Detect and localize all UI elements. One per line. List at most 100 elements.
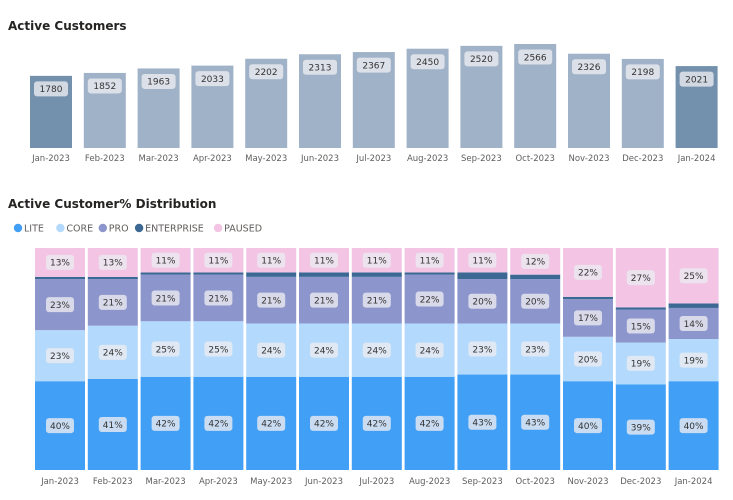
data-label-core-Jan-2024-bg bbox=[679, 352, 708, 368]
data-label-lite-Dec-2023: 39% bbox=[631, 423, 651, 433]
x-tick-Oct-2023: Oct-2023 bbox=[515, 477, 554, 487]
x-tick-Feb-2023: Feb-2023 bbox=[85, 154, 125, 164]
data-label-core-Sep-2023: 23% bbox=[472, 345, 492, 355]
data-label-lite-Feb-2023-bg bbox=[98, 416, 127, 432]
data-label-paused-Mar-2023: 11% bbox=[156, 257, 176, 267]
data-label-core-Jan-2024: 19% bbox=[684, 356, 704, 366]
data-label-Mar-2023: 1963 bbox=[147, 78, 170, 88]
data-label-pro-Feb-2023: 21% bbox=[103, 299, 123, 309]
data-label-lite-Nov-2023: 40% bbox=[578, 422, 598, 432]
x-tick-Jan-2024: Jan-2024 bbox=[674, 477, 713, 487]
data-label-core-Nov-2023: 20% bbox=[578, 355, 598, 365]
stack-Aug-2023: 42% 24% 22% 11% bbox=[404, 248, 455, 470]
data-label-paused-Oct-2023: 12% bbox=[525, 258, 545, 268]
segment-enterprise-Jul-2023 bbox=[351, 272, 402, 277]
data-label-paused-Feb-2023-bg bbox=[98, 254, 127, 270]
data-label-pro-Jul-2023-bg bbox=[362, 292, 391, 308]
segment-enterprise-Feb-2023 bbox=[87, 276, 138, 280]
data-label-lite-May-2023-bg bbox=[257, 415, 286, 431]
data-label-paused-Jan-2024: 25% bbox=[684, 272, 704, 282]
data-label-pro-Oct-2023-bg bbox=[521, 293, 550, 309]
data-label-lite-Mar-2023-bg bbox=[151, 415, 180, 431]
data-label-pro-Oct-2023: 20% bbox=[525, 298, 545, 308]
stack-Feb-2023: 41% 24% 21% 13% bbox=[87, 248, 138, 470]
stack-Dec-2023: 39% 19% 15% 27% bbox=[615, 248, 666, 470]
data-label-paused-Dec-2023-bg bbox=[626, 270, 655, 286]
data-label-lite-Sep-2023: 43% bbox=[472, 419, 492, 429]
data-label-lite-Apr-2023-bg bbox=[204, 415, 233, 431]
data-label-pro-Jan-2024-bg bbox=[679, 315, 708, 331]
segment-enterprise-Apr-2023 bbox=[193, 272, 244, 275]
x-tick-Jan-2023: Jan-2023 bbox=[31, 154, 70, 164]
active-customers-chart: 1780 Jan-2023 1852 Feb-2023 1963 Mar-2023 2033… bbox=[30, 44, 718, 164]
data-label-core-Dec-2023-bg bbox=[626, 355, 655, 371]
data-label-paused-Jul-2023-bg bbox=[362, 252, 391, 268]
x-tick-Jul-2023: Jul-2023 bbox=[355, 154, 391, 164]
data-label-core-Jul-2023: 24% bbox=[367, 346, 387, 356]
data-label-core-Oct-2023: 23% bbox=[525, 345, 545, 355]
legend-label-enterprise: ENTERPRISE bbox=[145, 224, 204, 235]
data-label-pro-Nov-2023: 17% bbox=[578, 314, 598, 324]
data-label-pro-Jul-2023: 21% bbox=[367, 296, 387, 306]
data-label-lite-Aug-2023-bg bbox=[415, 415, 444, 431]
data-label-paused-Jan-2023: 13% bbox=[50, 259, 70, 269]
data-label-Nov-2023-bg bbox=[572, 59, 606, 75]
stack-Jul-2023: 42% 24% 21% 11% bbox=[351, 248, 402, 470]
data-label-paused-Aug-2023-bg bbox=[415, 252, 444, 268]
data-label-Apr-2023: 2033 bbox=[201, 75, 224, 85]
data-label-core-Mar-2023-bg bbox=[151, 341, 180, 357]
data-label-Jun-2023: 2313 bbox=[309, 64, 332, 74]
stack-Jan-2023: 40% 23% 23% 13% bbox=[35, 248, 85, 470]
data-label-lite-Mar-2023: 42% bbox=[156, 420, 176, 430]
distribution-chart: 40% 23% 23% 13% Jan-2023 41% 24% 21% 13% Feb-2023… bbox=[35, 248, 719, 487]
data-label-May-2023-bg bbox=[249, 64, 284, 80]
data-label-lite-Nov-2023-bg bbox=[574, 418, 602, 434]
data-label-pro-Apr-2023: 21% bbox=[208, 294, 228, 304]
stack-Mar-2023: 42% 25% 21% 11% bbox=[140, 248, 191, 470]
data-label-Oct-2023: 2566 bbox=[524, 53, 547, 63]
x-tick-Sep-2023: Sep-2023 bbox=[461, 154, 502, 164]
stack-Jun-2023: 42% 24% 21% 11% bbox=[299, 248, 349, 470]
segment-enterprise-Oct-2023 bbox=[510, 274, 561, 280]
data-label-lite-Aug-2023: 42% bbox=[420, 420, 440, 430]
x-tick-Aug-2023: Aug-2023 bbox=[407, 154, 448, 164]
x-tick-Jun-2023: Jun-2023 bbox=[300, 154, 339, 164]
data-label-paused-Jan-2023-bg bbox=[46, 254, 74, 270]
data-label-core-Jun-2023: 24% bbox=[314, 346, 334, 356]
stack-Nov-2023: 40% 20% 17% 22% bbox=[563, 248, 613, 470]
data-label-Dec-2023: 2198 bbox=[631, 68, 654, 78]
data-label-pro-Dec-2023-bg bbox=[626, 318, 655, 334]
x-tick-Dec-2023: Dec-2023 bbox=[622, 154, 663, 164]
legend-label-core: CORE bbox=[66, 224, 93, 235]
data-label-paused-Jun-2023: 11% bbox=[314, 257, 334, 267]
x-tick-Jun-2023: Jun-2023 bbox=[304, 477, 343, 487]
data-label-pro-Mar-2023-bg bbox=[151, 290, 180, 306]
data-label-core-Feb-2023-bg bbox=[98, 344, 127, 360]
segment-enterprise-Nov-2023 bbox=[563, 296, 613, 300]
data-label-lite-Feb-2023: 41% bbox=[103, 421, 123, 431]
data-label-pro-May-2023-bg bbox=[257, 292, 286, 308]
x-tick-Aug-2023: Aug-2023 bbox=[409, 477, 450, 487]
x-tick-Mar-2023: Mar-2023 bbox=[138, 154, 178, 164]
data-label-Jan-2024: 2021 bbox=[685, 75, 708, 85]
legend: LITE CORE PRO ENTERPRISE PAUSED bbox=[13, 223, 262, 235]
data-label-paused-Jun-2023-bg bbox=[310, 252, 338, 268]
segment-enterprise-Mar-2023 bbox=[140, 272, 191, 275]
data-label-pro-Jan-2023: 23% bbox=[50, 301, 70, 311]
legend-marker-paused bbox=[213, 223, 223, 233]
data-label-pro-Aug-2023: 22% bbox=[420, 295, 440, 305]
data-label-Mar-2023-bg bbox=[141, 73, 176, 89]
data-label-pro-Dec-2023: 15% bbox=[631, 322, 651, 332]
data-label-lite-Jul-2023-bg bbox=[362, 415, 391, 431]
data-label-paused-May-2023-bg bbox=[257, 252, 286, 268]
x-tick-Jul-2023: Jul-2023 bbox=[358, 477, 394, 487]
segment-enterprise-Sep-2023 bbox=[457, 272, 508, 280]
data-label-lite-Jan-2023-bg bbox=[46, 418, 74, 434]
data-label-core-Apr-2023: 25% bbox=[208, 345, 228, 355]
data-label-Sep-2023-bg bbox=[464, 51, 499, 67]
data-label-pro-Jan-2024: 14% bbox=[684, 320, 704, 330]
data-label-paused-Aug-2023: 11% bbox=[420, 257, 440, 267]
data-label-pro-Aug-2023-bg bbox=[415, 291, 444, 307]
data-label-Jun-2023-bg bbox=[303, 59, 337, 75]
